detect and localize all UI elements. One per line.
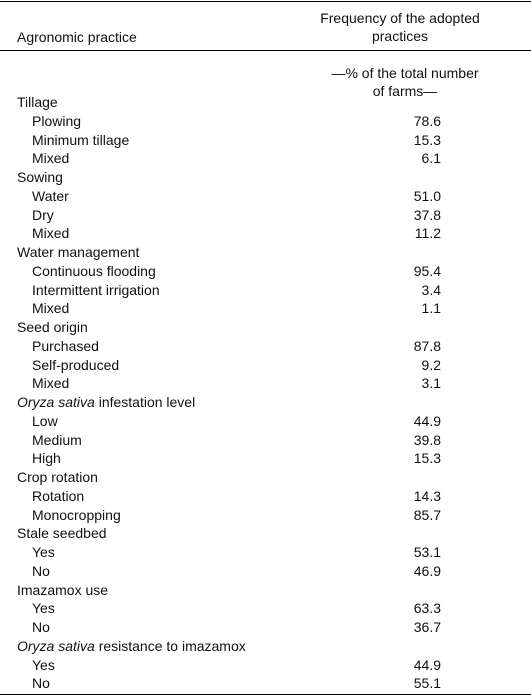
row-value: 53.1 [413, 544, 441, 560]
row-label: Medium [32, 431, 82, 448]
row-value: 36.7 [413, 619, 441, 635]
group-label: Seed origin [17, 318, 88, 336]
group-label-text: Sowing [17, 169, 63, 185]
row-label: Continuous flooding [32, 262, 156, 279]
top-rule [0, 1, 531, 2]
row-value: 15.3 [413, 450, 441, 467]
row-value: 9.2 [421, 356, 441, 373]
row-value: 95.4 [413, 262, 441, 279]
row-label: Water [32, 187, 69, 204]
row-value: 3.4 [421, 281, 441, 298]
row-value: 46.9 [413, 562, 441, 579]
group-label: Water management [17, 243, 139, 261]
row-value: 37.8 [413, 206, 441, 223]
row-value: 39.8 [413, 431, 441, 448]
header-rule [0, 50, 531, 51]
column-header: Frequency of the adopted practices [320, 10, 480, 44]
row-value: 44.9 [413, 656, 441, 673]
row-label: Dry [32, 206, 54, 223]
row-label: Self-produced [32, 356, 120, 373]
group-label-text: Imazamox use [17, 581, 109, 598]
group-label-italic: Oryza sativa [17, 637, 95, 654]
row-label: No [32, 675, 50, 692]
row-value: 78.6 [413, 112, 441, 129]
row-label: Monocropping [32, 506, 121, 523]
row-value: 85.7 [413, 506, 441, 523]
row-value: 15.3 [413, 131, 441, 148]
row-label: Yes [32, 600, 55, 617]
row-value: 11.2 [414, 225, 441, 242]
bottom-rule [0, 694, 531, 695]
group-label-text: infestation level [94, 394, 196, 410]
row-value: 63.3 [413, 600, 441, 617]
group-label-text: Tillage [17, 94, 58, 110]
row-value: 14.3 [413, 487, 441, 504]
row-label: Mixed [32, 300, 70, 317]
row-label: Intermittent irrigation [32, 281, 160, 298]
group-label: Crop rotation [17, 468, 98, 486]
group-label-text: resistance to imazamox [94, 637, 246, 654]
row-label: Minimum tillage [32, 131, 130, 148]
row-value: 51.0 [413, 187, 441, 204]
column-header: Agronomic practice [17, 29, 137, 45]
row-label: Plowing [32, 112, 82, 129]
row-label: Low [32, 412, 58, 429]
row-label: High [32, 450, 61, 467]
row-value: 1.1 [421, 300, 441, 317]
row-label: Yes [32, 656, 55, 673]
row-label: Mixed [32, 225, 70, 242]
group-label: Tillage [17, 93, 58, 111]
group-label-text: Water management [17, 244, 140, 260]
row-label: Yes [32, 544, 55, 560]
row-value: 44.9 [413, 412, 441, 429]
group-label: Imazamox use [17, 581, 108, 599]
group-label: Stale seedbed [17, 524, 107, 542]
row-value: 87.8 [413, 337, 441, 354]
group-label-text: Seed origin [17, 319, 88, 335]
row-value: 6.1 [421, 150, 441, 167]
group-label: Oryza sativa infestation level [17, 393, 195, 411]
row-label: No [32, 619, 50, 635]
row-label: Mixed [32, 150, 70, 167]
group-label-text: Stale seedbed [17, 525, 107, 542]
row-label: No [32, 562, 50, 579]
group-label-italic: Oryza sativa [17, 394, 95, 410]
group-label-text: Crop rotation [17, 469, 98, 485]
row-label: Rotation [32, 487, 85, 504]
group-label: Oryza sativa resistance to imazamox [17, 637, 246, 655]
row-value: 55.1 [413, 675, 441, 692]
row-label: Purchased [32, 337, 99, 354]
unit-label: —% of the total number of farms— [331, 65, 479, 99]
row-value: 3.1 [421, 375, 441, 392]
row-label: Mixed [32, 375, 70, 392]
group-label: Sowing [17, 168, 63, 186]
